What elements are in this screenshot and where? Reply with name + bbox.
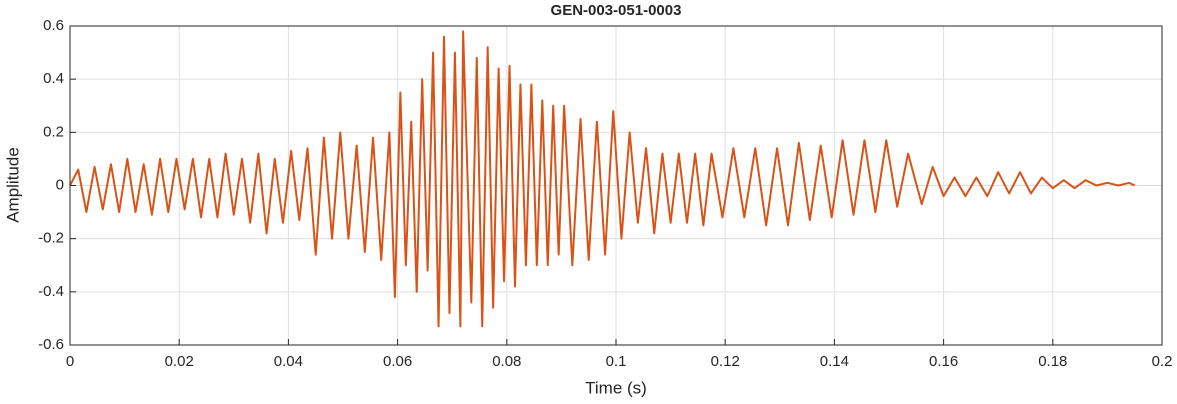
x-tick-label: 0.18: [1038, 353, 1067, 370]
x-tick-label: 0.12: [711, 353, 740, 370]
y-tick-label: -0.2: [38, 230, 64, 247]
x-tick-label: 0: [66, 353, 74, 370]
chart-title: GEN-003-051-0003: [551, 2, 682, 19]
x-tick-label: 0.1: [606, 353, 627, 370]
signal-line: [69, 30, 1136, 328]
y-axis-label: Amplitude: [3, 147, 22, 223]
x-tick-label: 0.16: [929, 353, 958, 370]
x-tick-label: 0.04: [274, 353, 303, 370]
x-axis-label: Time (s): [585, 378, 647, 397]
y-tick-label: -0.4: [38, 283, 64, 300]
y-tick-label: 0.2: [43, 123, 64, 140]
y-tick-label: 0.4: [43, 70, 64, 87]
y-tick-label: 0.6: [43, 17, 64, 34]
y-tick-label: 0: [56, 176, 64, 193]
plot-frame: [69, 25, 1163, 346]
x-tick-label: 0.14: [820, 353, 849, 370]
x-tick-label: 0.06: [383, 353, 412, 370]
x-tick-label: 0.2: [1152, 353, 1173, 370]
y-tick-label: -0.6: [38, 336, 64, 353]
x-tick-label: 0.02: [165, 353, 194, 370]
x-tick-label: 0.08: [492, 353, 521, 370]
